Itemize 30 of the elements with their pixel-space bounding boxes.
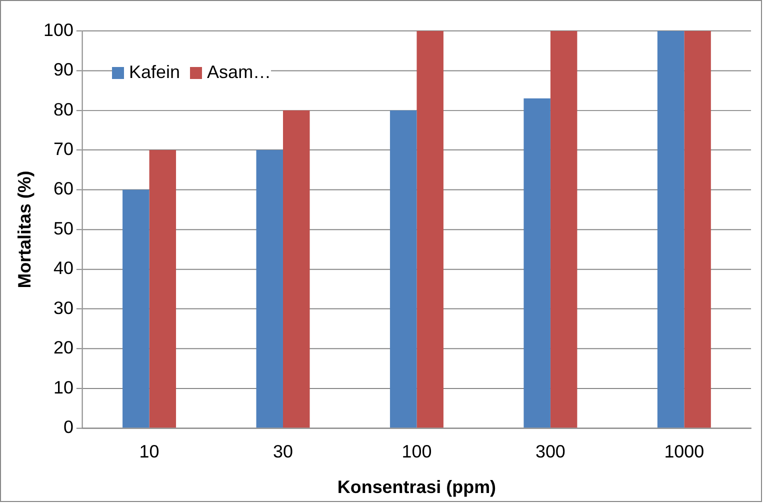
bar: [416, 30, 444, 428]
bar: [390, 110, 417, 428]
y-tick-label: 0: [63, 417, 74, 438]
y-tick-label: 10: [53, 377, 74, 398]
bar: [122, 190, 150, 428]
bar: [550, 30, 578, 428]
y-tick-label: 70: [53, 139, 74, 159]
legend-label: Asam…: [207, 62, 272, 83]
x-tick-label: 1000: [664, 442, 704, 462]
y-tick-label: 90: [53, 60, 74, 80]
bar: [283, 110, 310, 428]
bar: [256, 150, 283, 428]
x-tick-label: 300: [535, 442, 566, 462]
y-tick-label: 60: [53, 178, 74, 199]
y-axis-title: Mortalitas (%): [14, 170, 35, 288]
x-axis-title: Konsentrasi (ppm): [337, 477, 496, 498]
y-tick-label: 50: [53, 218, 74, 238]
y-tick-label: 40: [53, 258, 74, 278]
y-tick-label: 80: [53, 99, 74, 120]
bar: [684, 30, 711, 428]
bar: [524, 98, 550, 428]
y-tick-label: 30: [53, 298, 74, 318]
x-tick-label: 30: [273, 442, 294, 462]
x-tick-label: 100: [402, 442, 432, 462]
y-tick-label: 20: [53, 338, 74, 358]
bar: [657, 30, 684, 428]
y-tick-label: 100: [43, 20, 74, 40]
legend-label: Kafein: [129, 62, 180, 83]
bar: [149, 150, 176, 428]
x-tick-label: 10: [139, 442, 160, 462]
